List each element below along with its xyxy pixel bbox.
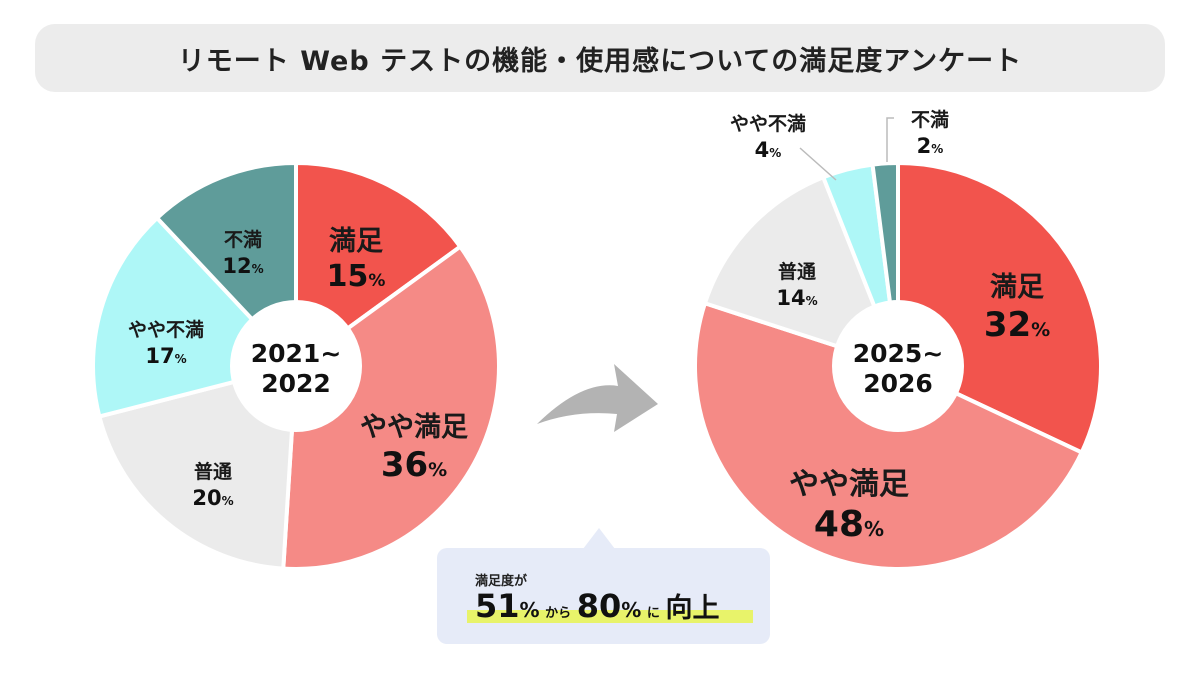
slice-label: 不満 bbox=[911, 109, 949, 131]
callout-from-percent: % bbox=[519, 598, 540, 622]
callout-from-value: 51 bbox=[475, 587, 520, 625]
slice-value: 12% bbox=[222, 254, 263, 278]
pie-slice-3 bbox=[702, 174, 902, 370]
slice-label: やや不満 bbox=[128, 319, 204, 341]
slice-value: 32% bbox=[984, 305, 1050, 345]
pie-center-label: 2022 bbox=[261, 369, 331, 398]
page-title: リモート Web テストの機能・使用感についての満足度アンケート bbox=[177, 45, 1023, 77]
leader-line bbox=[886, 117, 894, 162]
slice-label: 普通 bbox=[194, 460, 233, 483]
slice-value: 20% bbox=[192, 486, 233, 510]
highlight-marker bbox=[467, 610, 753, 623]
slice-label: 普通 bbox=[778, 260, 817, 283]
callout-to-value: 80 bbox=[576, 587, 622, 625]
slice-label: 満足 bbox=[329, 226, 383, 257]
pie-center-hole bbox=[230, 300, 362, 432]
pie-slice-3 bbox=[96, 363, 299, 571]
callout-subtitle: 満足度が bbox=[475, 574, 528, 589]
slice-label: 不満 bbox=[224, 229, 262, 251]
callout-koujou: 向上 bbox=[665, 593, 720, 624]
trend-arrow-icon bbox=[537, 364, 658, 432]
slice-label: やや満足 bbox=[789, 467, 909, 502]
pie-slice-2 bbox=[281, 243, 501, 571]
pie-center-label: 2026 bbox=[863, 369, 933, 398]
slice-label: やや不満 bbox=[730, 113, 806, 135]
slice-value: 36% bbox=[381, 445, 447, 485]
pie-center-label: 2021~ bbox=[251, 339, 342, 368]
slice-value: 4% bbox=[755, 138, 782, 162]
pie-center-label: 2025~ bbox=[853, 339, 944, 368]
pie-center-hole bbox=[832, 300, 964, 432]
callout-kara: から bbox=[545, 606, 572, 621]
slice-value: 15% bbox=[327, 259, 386, 294]
title-bar: リモート Web テストの機能・使用感についての満足度アンケート bbox=[35, 24, 1165, 92]
slice-label: 満足 bbox=[990, 272, 1044, 303]
callout-main-text: 51% から 80% に 向上 bbox=[475, 586, 720, 625]
slice-value: 14% bbox=[776, 286, 817, 310]
callout-to-percent: % bbox=[621, 598, 642, 622]
leader-line bbox=[799, 147, 837, 181]
pie-slice-2 bbox=[693, 300, 1085, 571]
slice-value: 48% bbox=[814, 504, 884, 545]
callout-ni: に bbox=[646, 606, 660, 621]
improvement-callout: 満足度が 51% から 80% に 向上 bbox=[437, 528, 770, 644]
slice-label: やや満足 bbox=[360, 412, 468, 443]
slice-value: 2% bbox=[917, 134, 944, 158]
slice-value: 17% bbox=[145, 344, 186, 368]
